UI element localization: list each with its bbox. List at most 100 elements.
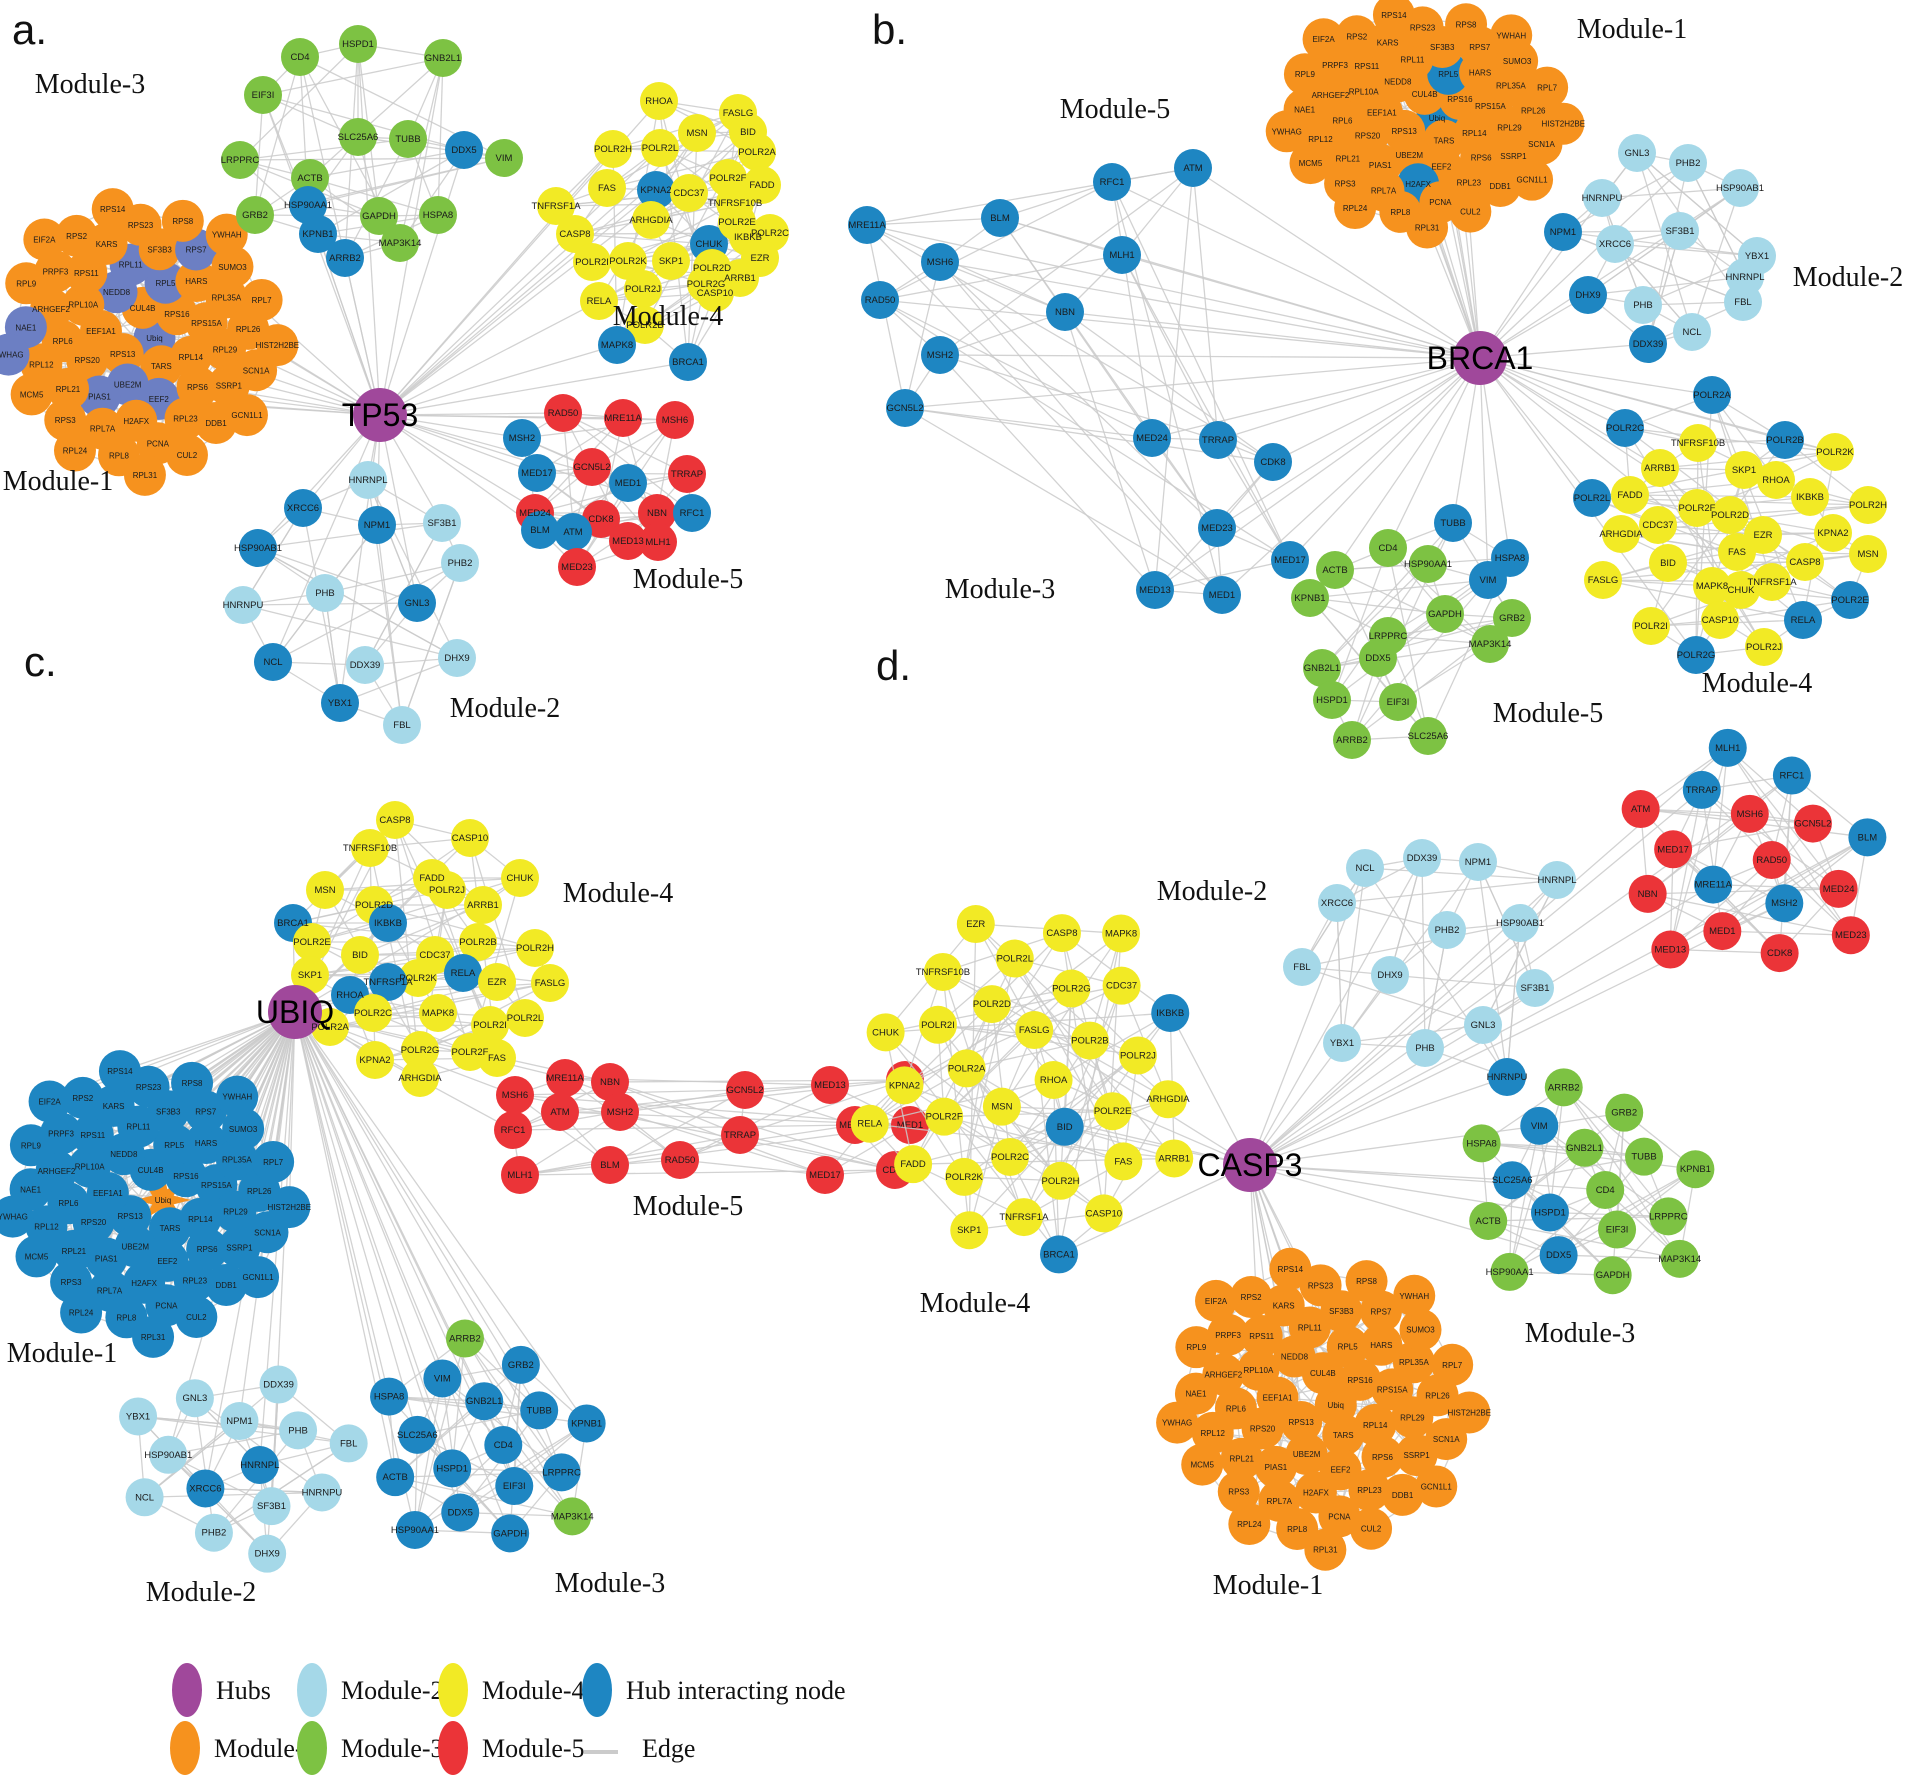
node-ARRB2[interactable]: [1333, 721, 1371, 759]
node-CD4[interactable]: [484, 1426, 523, 1464]
node-PHB2[interactable]: [194, 1513, 233, 1552]
node-DDX39[interactable]: [346, 646, 384, 684]
node-BLM[interactable]: [521, 511, 559, 549]
node-CD4[interactable]: [281, 38, 319, 76]
node-BID[interactable]: [341, 936, 379, 974]
node-CASP8[interactable]: [556, 215, 594, 253]
node-HSPA8[interactable]: [419, 196, 457, 234]
node-HSP90AA1[interactable]: [1409, 545, 1447, 583]
node-FAS[interactable]: [1104, 1142, 1143, 1181]
node-KPNB1[interactable]: [567, 1404, 606, 1443]
node-MED17[interactable]: [806, 1156, 844, 1194]
node-MED23[interactable]: [558, 548, 596, 586]
node-RFC1[interactable]: [673, 494, 711, 532]
node-MLH1[interactable]: [1708, 728, 1747, 767]
node-MAP3K14[interactable]: [1660, 1239, 1699, 1278]
node-ARRB1[interactable]: [1641, 449, 1679, 487]
node-SLC25A6[interactable]: [1409, 717, 1447, 755]
node-GRB2[interactable]: [236, 196, 274, 234]
node-YWHAG[interactable]: [1265, 110, 1308, 153]
node-CASP8[interactable]: [1786, 543, 1824, 581]
node-YWHAH[interactable]: [1490, 14, 1533, 57]
node-CUL2[interactable]: [165, 434, 208, 477]
node-PRPF3[interactable]: [1207, 1313, 1250, 1356]
node-PIAS1[interactable]: [85, 1237, 128, 1280]
node-XRCC6[interactable]: [1318, 884, 1356, 922]
node-KARS[interactable]: [1262, 1284, 1305, 1327]
node-MED1[interactable]: [891, 1106, 929, 1144]
node-YWHAH[interactable]: [216, 1075, 259, 1118]
node-SLC25A6[interactable]: [339, 118, 377, 156]
node-POLR2I[interactable]: [573, 243, 611, 281]
node-RPS8[interactable]: [171, 1061, 214, 1104]
node-NCL[interactable]: [1673, 313, 1711, 351]
node-MSN[interactable]: [678, 114, 716, 152]
node-RPL7[interactable]: [252, 1140, 295, 1183]
node-TRRAP[interactable]: [1199, 421, 1237, 459]
node-RPL31[interactable]: [132, 1315, 175, 1358]
node-RPL12[interactable]: [1191, 1411, 1234, 1454]
node-HARS[interactable]: [185, 1122, 228, 1165]
node-BRCA1[interactable]: [669, 343, 707, 381]
node-HNRNPU[interactable]: [1583, 179, 1621, 217]
node-BLM[interactable]: [1848, 818, 1887, 857]
node-BID[interactable]: [1045, 1107, 1084, 1146]
node-POLR2F[interactable]: [1678, 489, 1716, 527]
node-GCN5L2[interactable]: [886, 389, 924, 427]
node-ACTB[interactable]: [1469, 1201, 1508, 1240]
hub-node-TP53[interactable]: [353, 388, 407, 442]
node-HNRNPL[interactable]: [240, 1446, 279, 1484]
node-POLR2L[interactable]: [1573, 479, 1611, 517]
node-POLR2J[interactable]: [1118, 1036, 1157, 1075]
node-HIST2H2BE[interactable]: [268, 1186, 311, 1229]
node-MAPK8[interactable]: [1693, 567, 1731, 605]
node-LRPPRC[interactable]: [542, 1453, 581, 1492]
node-RPL23[interactable]: [1348, 1469, 1391, 1512]
node-MSH2[interactable]: [601, 1093, 639, 1131]
node-POLR2H[interactable]: [594, 130, 632, 168]
node-MRE11A[interactable]: [546, 1059, 584, 1097]
node-CDC37[interactable]: [1639, 506, 1677, 544]
node-EIF3I[interactable]: [1379, 683, 1417, 721]
node-RPL5[interactable]: [144, 261, 187, 304]
node-FASLG[interactable]: [1584, 561, 1622, 599]
node-RPS16[interactable]: [1339, 1358, 1382, 1401]
node-NBN[interactable]: [1628, 874, 1667, 913]
node-DDX39[interactable]: [259, 1365, 298, 1404]
node-RPL10A[interactable]: [1237, 1348, 1280, 1391]
node-POLR2I[interactable]: [471, 1006, 509, 1044]
node-EIF2A[interactable]: [23, 218, 66, 261]
node-GNB2L1[interactable]: [1565, 1128, 1604, 1167]
node-BLM[interactable]: [591, 1146, 629, 1184]
node-GAPDH[interactable]: [360, 197, 398, 235]
node-GRB2[interactable]: [1493, 599, 1531, 637]
node-HNRNPU[interactable]: [224, 586, 262, 624]
node-TUBB[interactable]: [1625, 1137, 1664, 1176]
node-TNFRSF10B[interactable]: [351, 829, 389, 867]
node-ARRB2[interactable]: [1544, 1068, 1583, 1107]
node-EIF3I[interactable]: [1598, 1210, 1637, 1249]
node-RFC1[interactable]: [1772, 756, 1811, 795]
node-POLR2H[interactable]: [1041, 1161, 1080, 1200]
node-DDB1[interactable]: [1381, 1473, 1424, 1516]
node-POLR2K[interactable]: [399, 959, 437, 997]
node-HSPA8[interactable]: [370, 1377, 409, 1416]
node-GAPDH[interactable]: [1426, 595, 1464, 633]
node-VIM[interactable]: [1469, 561, 1507, 599]
node-RHOA[interactable]: [1757, 461, 1795, 499]
node-TUBB[interactable]: [389, 120, 427, 158]
node-PHB2[interactable]: [441, 544, 479, 582]
node-TNFRSF10B[interactable]: [923, 952, 962, 991]
node-PHB[interactable]: [1406, 1029, 1444, 1067]
node-RPL9[interactable]: [9, 1124, 52, 1167]
node-YBX1[interactable]: [1323, 1024, 1361, 1062]
node-ARHGDIA[interactable]: [1148, 1080, 1187, 1119]
node-MED24[interactable]: [1133, 419, 1171, 457]
node-RELA[interactable]: [444, 954, 482, 992]
node-POLR2G[interactable]: [1052, 969, 1091, 1008]
node-DDX5[interactable]: [445, 131, 483, 169]
node-PHB[interactable]: [1624, 286, 1662, 324]
node-MED23[interactable]: [1198, 509, 1236, 547]
node-MLH1[interactable]: [639, 523, 677, 561]
node-ATM[interactable]: [541, 1093, 579, 1131]
